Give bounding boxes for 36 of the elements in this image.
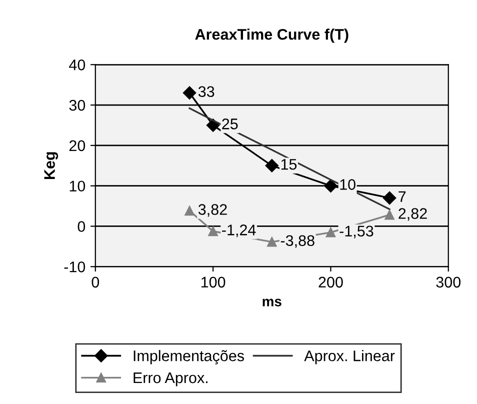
y-tick-label: 10 (70, 180, 86, 192)
chart-title: AreaxTime Curve f(T) (195, 28, 348, 43)
data-label: -1,53 (340, 226, 374, 238)
point (184, 206, 194, 216)
y-tick-label: 20 (69, 140, 86, 152)
point (384, 210, 394, 220)
point (326, 228, 336, 238)
data-label: 2,82 (398, 208, 427, 221)
point (208, 226, 218, 236)
data-label: 7 (398, 191, 406, 202)
data-label: 15 (281, 159, 297, 170)
data-label: 3,82 (198, 204, 227, 217)
data-label: -3,88 (280, 235, 314, 248)
legend-label: Implementações (134, 350, 244, 364)
data-label: -1,24 (222, 224, 256, 238)
y-tick-label: 30 (69, 100, 86, 111)
x-tick-label: 200 (318, 276, 343, 288)
y-tick-label: 40 (69, 60, 86, 70)
data-label: 25 (222, 118, 238, 130)
x-tick-label: 100 (201, 276, 226, 288)
point (382, 191, 396, 205)
point (265, 159, 278, 172)
point (324, 179, 338, 192)
y-tick-label: 0 (78, 221, 86, 232)
x-tick-label: 0 (92, 276, 100, 288)
data-label: 10 (340, 179, 356, 190)
legend-label: Aprox. Linear (304, 350, 395, 364)
legend-label: Erro Aprox. (134, 372, 208, 386)
x-tick-label: 300 (436, 276, 461, 288)
y-axis-title: Keg (44, 152, 58, 180)
point (206, 118, 220, 132)
point (267, 237, 277, 247)
data-label: 33 (198, 86, 214, 98)
x-axis-title: ms (262, 298, 282, 306)
point (182, 86, 196, 100)
y-tick-label: -10 (64, 262, 86, 272)
